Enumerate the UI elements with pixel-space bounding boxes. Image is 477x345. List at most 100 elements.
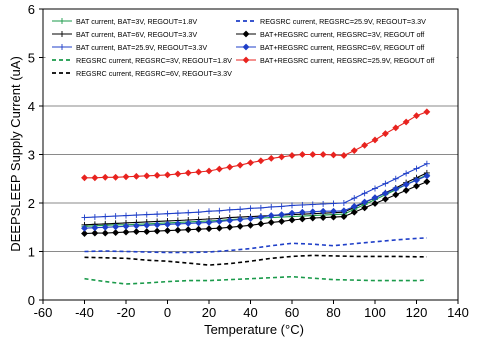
y-tick-label: 0 [28,293,35,308]
data-point [174,226,182,234]
data-point [413,182,420,190]
data-point [257,213,265,221]
data-point [350,147,358,155]
data-point [174,170,182,178]
x-tick-label: 140 [447,305,469,320]
data-point [330,213,337,221]
x-tick-label: 40 [243,305,257,320]
data-point [340,200,347,206]
data-point [298,208,306,216]
data-point [153,227,161,235]
legend-item-5: REGSRC current, REGSRC=6V, REGOUT=3.3V [52,69,232,78]
data-point [371,200,379,207]
y-axis-label: DEEPSLEEP Supply Current (uA) [8,56,23,252]
data-point [132,172,140,180]
series-lines [81,108,431,285]
data-point [392,191,400,199]
legend-label: BAT+REGSRC current, REGSRC=6V, REGOUT of… [260,43,424,52]
data-point [319,151,327,158]
legend-label: BAT current, BAT=25.9V, REGOUT=3.3V [76,43,207,52]
data-point [81,174,88,182]
data-point [184,219,192,227]
data-point [164,171,171,179]
data-point [112,229,120,237]
data-point [257,157,265,165]
data-point [164,227,171,235]
series-4 [84,275,427,285]
data-point [143,211,150,218]
data-point [112,213,119,220]
data-point [309,214,317,222]
data-point [153,171,161,179]
data-point [361,141,369,149]
series-line [84,174,428,227]
series-5 [84,254,427,266]
data-point [247,205,254,212]
series-line [84,181,428,235]
data-point [423,172,431,180]
data-point [185,209,192,216]
data-point [101,173,109,181]
data-point [81,214,88,221]
data-point [101,223,109,231]
series-line [84,237,427,254]
data-point [392,185,400,193]
series-line [84,254,427,266]
data-point [330,200,337,207]
legend-item-4: REGSRC current, REGSRC=3V, REGOUT=1.8V [52,56,232,65]
data-point [215,218,223,225]
data-point [226,217,234,224]
data-point [278,153,286,161]
legend-label: BAT+REGSRC current, REGSRC=3V, REGOUT of… [260,30,424,39]
data-point [247,215,254,222]
data-point [257,204,264,211]
data-point [289,202,295,209]
data-point [81,230,88,237]
data-point [205,218,213,226]
data-point [309,201,316,208]
legend-box [45,11,457,106]
data-point [309,151,317,158]
x-tick-label: 20 [202,305,216,320]
data-point [340,207,348,215]
data-point [320,200,327,207]
data-point [102,213,109,220]
x-tick-label: 0 [164,305,171,320]
x-axis-label: Temperature (°C) [204,322,304,337]
legend-item-3: BAT current, BAT=25.9V, REGOUT=3.3V [52,43,207,52]
legend-item-7: BAT+REGSRC current, REGSRC=3V, REGOUT of… [236,30,424,39]
series-8 [81,172,431,232]
data-point [174,220,182,228]
data-point [330,207,337,215]
data-point [91,229,99,237]
data-point [236,216,244,223]
data-point [91,174,99,182]
data-point [350,202,358,210]
legend-label: BAT current, BAT=3V, REGOUT=1.8V [76,17,197,26]
data-point [112,223,120,231]
data-point [288,152,296,159]
data-point [330,151,337,159]
data-point [381,195,389,203]
series-line [84,111,428,179]
data-point [215,224,223,232]
data-point [236,161,244,169]
legend-label: BAT current, BAT=6V, REGOUT=3.3V [76,30,197,39]
data-point [361,204,369,212]
data-point [237,206,244,213]
data-point [164,210,171,217]
data-point [309,208,317,216]
x-tick-label: 80 [326,305,340,320]
legend-marker [59,31,65,37]
legend-marker [242,43,250,51]
x-tick-label: -20 [117,305,136,320]
data-point [288,216,296,224]
data-point [423,178,431,186]
data-point [267,212,275,220]
data-point [372,185,378,192]
data-point [184,169,192,177]
legend-item-8: BAT+REGSRC current, REGSRC=6V, REGOUT of… [236,43,424,52]
legend: BAT current, BAT=3V, REGOUT=1.8V BAT curr… [45,11,457,106]
data-point [195,225,203,233]
data-point [205,225,213,233]
